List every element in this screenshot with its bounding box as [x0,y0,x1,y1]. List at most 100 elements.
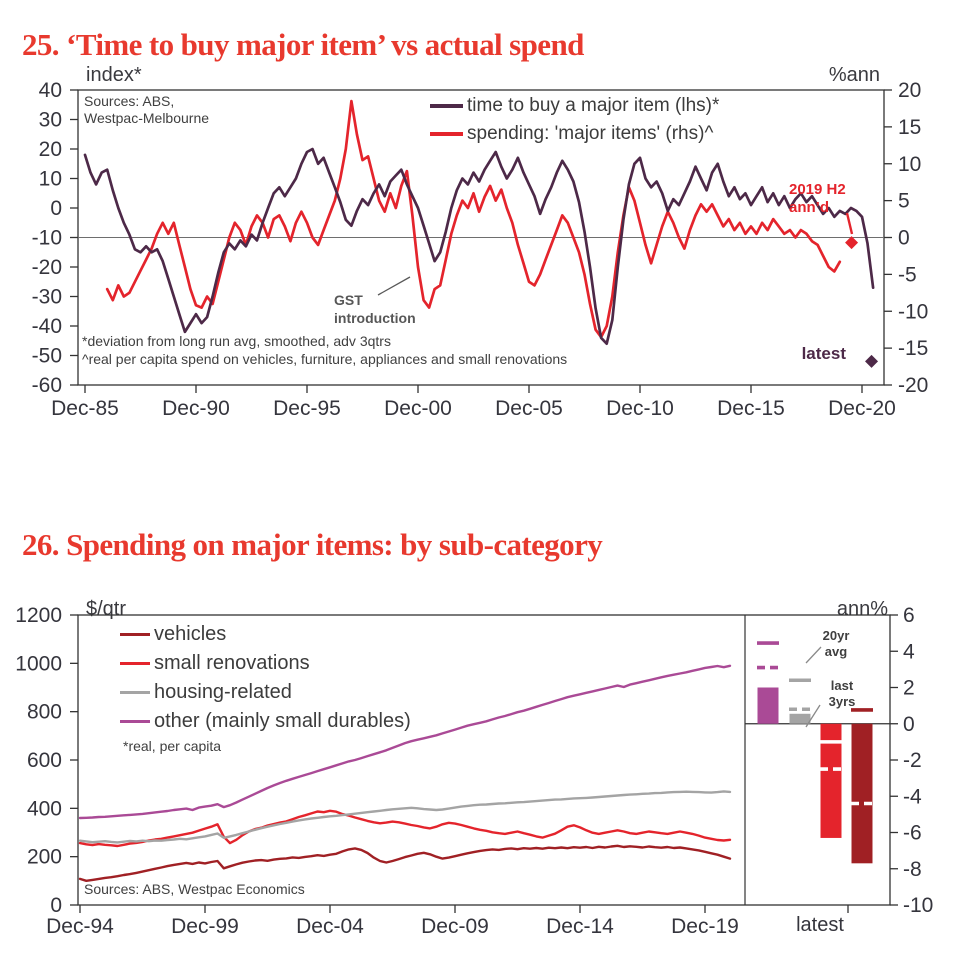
svg-text:20: 20 [898,79,921,102]
gst-annotation-line1: GST [334,292,363,308]
chart25-left-axis-unit: index* [86,64,142,86]
gst-annotation-line2: introduction [334,310,416,326]
svg-text:600: 600 [27,749,62,772]
legend-item-spending: spending: 'major items' (rhs)^ [430,120,719,148]
avg-20yr-line2: avg [824,644,848,659]
chart25-right-axis-unit: %ann [828,64,880,86]
svg-text:15: 15 [898,116,921,139]
svg-text:-60: -60 [32,374,62,397]
last-3yrs-line1: last [830,678,854,693]
svg-text:Dec-14: Dec-14 [546,915,614,938]
vehicles-swatch [120,632,150,637]
svg-text:-5: -5 [898,263,917,286]
svg-text:800: 800 [27,701,62,724]
chart25-sources-line2: Westpac-Melbourne [84,110,210,126]
svg-text:0: 0 [903,713,915,736]
time-to-buy-label: time to buy a major item (lhs)* [467,95,720,116]
legend-item-small-renovations: small renovations [120,649,411,678]
last-3yrs-annotation: last 3yrs [810,678,874,710]
housing-related-label: housing-related [154,681,292,703]
chart26-left-ticks: 1200 1000 800 600 400 200 0 [15,604,78,917]
latest-bar-4 [851,723,873,864]
chart25-annotation-lines [377,212,854,296]
svg-text:Dec-85: Dec-85 [51,397,119,420]
svg-text:Dec-15: Dec-15 [717,397,785,420]
svg-text:400: 400 [27,797,62,820]
h2-annualised-annotation: 2019 H2 ann’d [789,181,846,217]
vehicles-label: vehicles [154,623,227,645]
svg-text:4: 4 [903,640,915,663]
chart26-annotation-lines [805,646,822,728]
svg-text:-8: -8 [903,858,922,881]
svg-text:Dec-09: Dec-09 [421,915,489,938]
time-to-buy-swatch [430,104,463,108]
spending-label: spending: 'major items' (rhs)^ [467,123,714,144]
svg-text:Dec-04: Dec-04 [296,915,364,938]
spending-swatch [430,132,463,136]
svg-text:0: 0 [50,894,62,917]
legend-item-time-to-buy: time to buy a major item (lhs)* [430,92,719,120]
h2-annotation-line2: ann’d [789,199,829,216]
svg-text:Dec-99: Dec-99 [171,915,239,938]
svg-text:-10: -10 [903,894,933,917]
chart25-sources-line1: Sources: ABS, [84,93,175,109]
h2-annotation-line1: 2019 H2 [789,181,846,198]
svg-text:Dec-05: Dec-05 [495,397,563,420]
svg-text:Dec-95: Dec-95 [273,397,341,420]
svg-text:0: 0 [898,227,910,250]
svg-text:Dec-94: Dec-94 [46,915,114,938]
chart26-legend: vehicles small renovations housing-relat… [120,620,411,736]
housing-related-swatch [120,690,150,695]
other-swatch [120,719,150,724]
chart26-sources: Sources: ABS, Westpac Economics [84,881,305,897]
avg-20yr-annotation: 20yr avg [804,628,868,660]
svg-text:40: 40 [39,79,62,102]
svg-text:6: 6 [903,604,915,627]
last-3yrs-line2: 3yrs [828,694,856,709]
chart26-note: *real, per capita [123,738,222,754]
svg-text:-10: -10 [32,227,62,250]
small-renovations-swatch [120,661,150,666]
svg-text:1200: 1200 [15,604,62,627]
svg-text:-4: -4 [903,785,922,808]
svg-text:Dec-10: Dec-10 [606,397,674,420]
chart25-plot: 40 30 20 10 0 -10 -20 -30 -40 -50 -60 20 15 10 5 0 -5 -10… [32,79,929,420]
latest-annotation: latest [801,344,846,363]
chart25-footnotes: *deviation from long run avg, smoothed, … [82,332,567,368]
other-label: other (mainly small durables) [154,710,411,732]
svg-text:10: 10 [898,153,921,176]
svg-text:1000: 1000 [15,652,62,675]
svg-text:2: 2 [903,677,915,700]
chart25-left-ticks: 40 30 20 10 0 -10 -20 -30 -40 -50 -60 [32,79,78,397]
svg-text:200: 200 [27,846,62,869]
svg-text:Dec-19: Dec-19 [671,915,739,938]
chart26-title: 26. Spending on major items: by sub-cate… [22,526,603,562]
svg-text:-15: -15 [898,337,928,360]
small-renovations-label: small renovations [154,652,310,674]
chart25-series [83,99,875,346]
chart26-series [78,664,732,882]
chart25-legend: time to buy a major item (lhs)* spending… [430,92,719,148]
chart26-latest-bars [757,641,873,864]
avg-20yr-line1: 20yr [822,628,850,643]
svg-text:0: 0 [50,197,62,220]
svg-text:-2: -2 [903,749,922,772]
svg-text:Dec-90: Dec-90 [162,397,230,420]
legend-item-other: other (mainly small durables) [120,707,411,736]
svg-text:Dec-20: Dec-20 [828,397,896,420]
chart26-x-ticks: Dec-94 Dec-99 Dec-04 Dec-09 Dec-14 Dec-19 late… [46,905,849,938]
chart25-markers [845,236,879,368]
chart25-footnote1: *deviation from long run avg, smoothed, … [82,333,391,349]
svg-text:-20: -20 [898,374,928,397]
latest-bar-1 [757,687,779,724]
svg-text:-20: -20 [32,256,62,279]
legend-item-vehicles: vehicles [120,620,411,649]
svg-text:-30: -30 [32,286,62,309]
chart25-footnote2: ^real per capita spend on vehicles, furn… [82,351,568,367]
legend-item-housing-related: housing-related [120,678,411,707]
chart26-right-ticks: 6 4 2 0 -2 -4 -6 -8 -10 [890,604,933,917]
svg-text:5: 5 [898,190,910,213]
chart25-sources: Sources: ABS, Westpac-Melbourne [84,93,209,127]
svg-text:10: 10 [39,168,62,191]
